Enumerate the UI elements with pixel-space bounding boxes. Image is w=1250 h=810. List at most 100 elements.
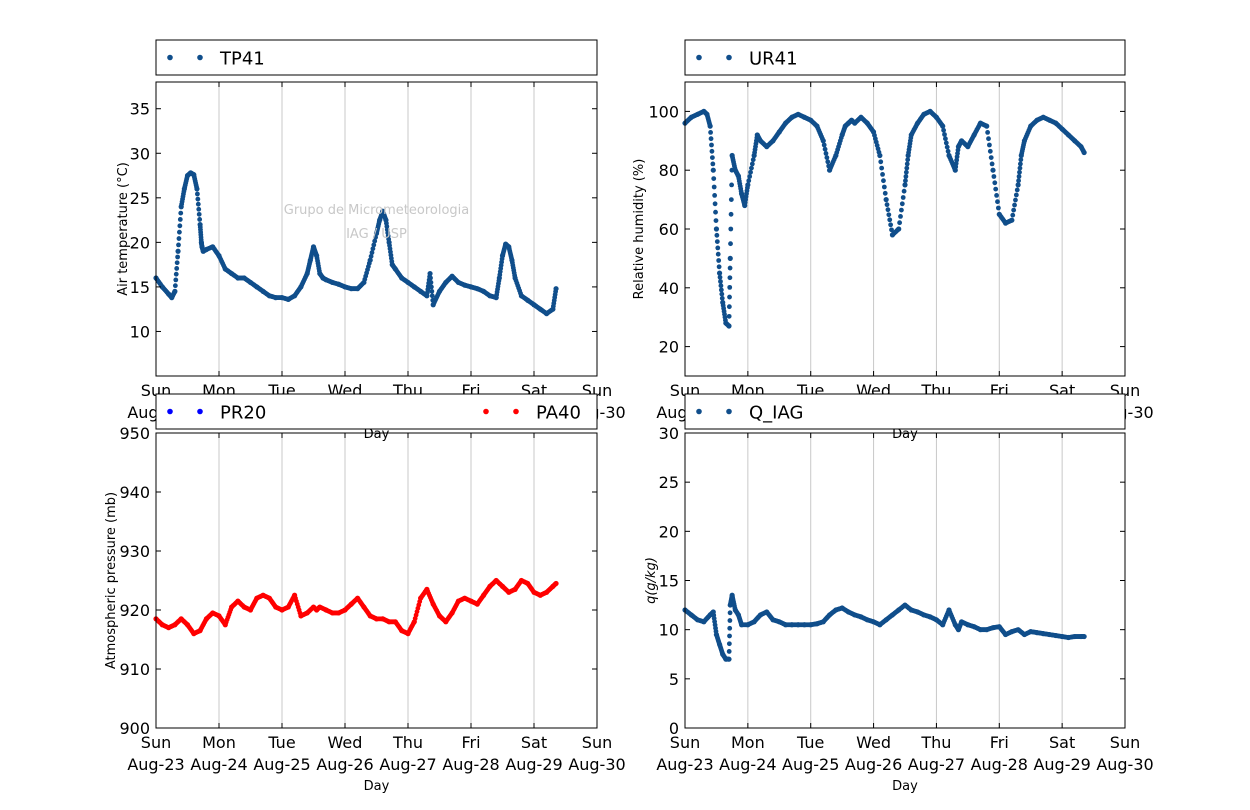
legend-marker [696,54,702,61]
watermark-line2: IAG / USP [346,227,407,242]
data-point [728,197,734,203]
data-point [727,255,733,261]
y-tick-label: 80 [659,161,679,180]
y-tick-label: 40 [659,279,679,298]
data-point [709,142,714,148]
data-point [197,217,203,222]
data-point [173,271,179,277]
data-point [726,313,732,319]
x-tick-date: Aug-29 [1033,755,1090,774]
legend-label: PR20 [220,403,266,424]
x-tick-day: Tue [796,733,824,752]
data-point [727,633,732,639]
data-point [994,193,999,198]
x-axis-label: Day [364,779,390,794]
x-tick-date: Aug-23 [127,755,184,774]
data-point [878,159,884,165]
data-point [373,234,378,240]
data-point [176,236,182,241]
data-point [1012,202,1017,208]
data-point [822,146,828,152]
data-point [986,136,991,142]
legend-marker [696,408,702,415]
data-point [750,157,756,163]
data-point [174,266,180,271]
data-point [727,265,733,271]
legend-box [155,393,598,430]
data-point [988,155,994,161]
data-point [884,202,890,208]
x-tick-day: Mon [202,733,236,752]
y-tick-label: 25 [659,473,679,492]
data-point [824,155,830,161]
data-point [196,206,202,212]
legend-box [684,39,1126,76]
data-point [726,323,732,329]
y-tick-label: 10 [659,621,679,640]
y-axis-label: Air temperature (°C) [116,162,131,296]
y-tick-label: 30 [659,424,679,443]
y-tick-label: 940 [119,483,150,502]
data-point [882,190,888,196]
legend-entry: Q_IAG [696,403,803,424]
y-tick-label: 950 [119,424,150,443]
data-point [369,250,375,255]
data-point [905,157,911,163]
legend-label: TP41 [219,49,265,70]
x-tick-day: Sun [1110,733,1140,752]
x-tick-day: Tue [267,733,295,752]
legend-box [684,393,1126,430]
data-point [711,184,717,190]
data-point [177,223,183,229]
data-point [427,270,433,277]
data-point [1018,157,1024,163]
legend-marker [513,408,519,415]
data-point [729,182,735,188]
legend-marker [197,408,203,415]
data-point [896,226,902,232]
data-point [940,123,946,129]
plot-frame [155,81,598,377]
legend-marker [197,54,203,61]
y-tick-label: 25 [130,189,150,208]
data-point [889,227,894,233]
data-point [714,232,720,238]
x-axis-label: Day [892,427,918,442]
data-point [713,226,720,232]
y-tick-label: 0 [669,719,679,738]
watermark-line1: Grupo de Micrometeorologia [284,203,470,218]
data-point [709,148,715,154]
y-tick-label: 20 [659,522,679,541]
x-tick-day: Sat [1049,733,1075,752]
data-point [987,142,992,148]
x-tick-date: Aug-28 [971,755,1028,774]
data-point [1016,174,1022,179]
data-point [727,275,733,281]
data-point [712,201,718,207]
data-point [726,649,732,654]
data-point [885,207,891,213]
data-point [821,142,827,148]
y-tick-label: 60 [659,220,679,239]
series-pa40 [153,577,559,637]
data-point [985,130,991,135]
data-point [1017,165,1023,171]
data-point [710,167,716,173]
data-point [715,251,721,257]
data-point [989,161,995,167]
y-tick-label: 15 [659,572,679,591]
data-point [727,610,733,616]
x-tick-date: Aug-26 [845,755,902,774]
y-tick-label: 15 [130,278,150,297]
x-tick-day: Fri [461,733,480,752]
y-tick-label: 20 [130,233,150,252]
data-point [716,264,722,270]
data-point [726,656,732,662]
data-point [881,184,887,190]
data-point [747,174,753,179]
data-point [943,136,948,142]
data-point [719,295,725,301]
data-point [727,294,732,300]
subplot-4: 0 5 10 15 20 25 30 Sun Aug-23 Mon Aug-24 Tue Aug-25 W… [644,393,1154,794]
x-tick-date: Aug-24 [190,755,247,774]
